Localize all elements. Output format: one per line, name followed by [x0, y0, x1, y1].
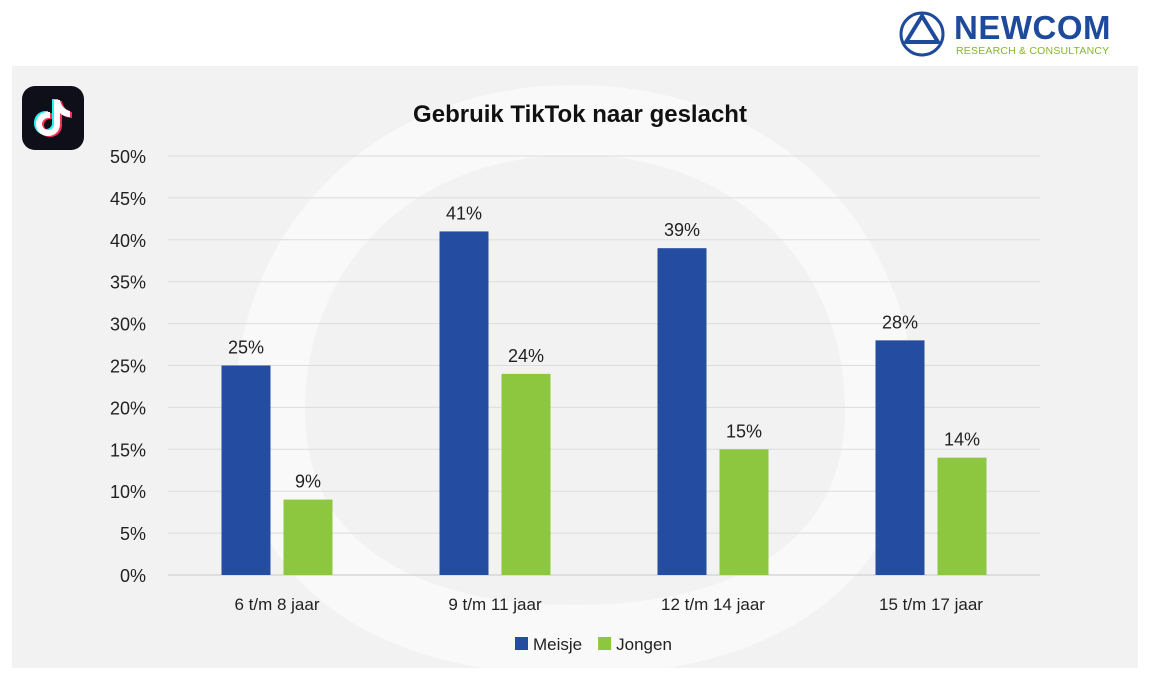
legend: Meisje Jongen	[515, 635, 672, 654]
legend-label: Meisje	[533, 635, 582, 654]
bar-meisje	[439, 231, 489, 576]
y-tick-label: 10%	[110, 482, 146, 502]
bar-meisje	[221, 365, 271, 575]
newcom-logo-icon	[899, 11, 945, 57]
bar-jongen	[719, 449, 769, 575]
y-tick-label: 5%	[120, 524, 146, 544]
bars	[221, 231, 987, 576]
data-label: 28%	[882, 312, 918, 332]
tiktok-icon	[22, 86, 84, 150]
x-tick-label: 15 t/m 17 jaar	[879, 595, 983, 614]
data-label: 39%	[664, 220, 700, 240]
bar-meisje	[657, 248, 707, 575]
legend-label: Jongen	[616, 635, 672, 654]
x-tick-label: 9 t/m 11 jaar	[448, 595, 542, 614]
bar-jongen	[937, 457, 987, 575]
data-label: 25%	[228, 338, 264, 358]
brand-tagline: RESEARCH & CONSULTANCY	[956, 45, 1110, 57]
y-tick-label: 45%	[110, 189, 146, 209]
y-tick-label: 35%	[110, 273, 146, 293]
data-label: 14%	[944, 430, 980, 450]
data-labels: 25% 9% 41% 24% 39% 15% 28% 14%	[228, 203, 980, 491]
legend-swatch	[598, 637, 612, 650]
bar-jongen	[501, 373, 551, 575]
y-tick-label: 40%	[110, 231, 146, 251]
x-axis: 6 t/m 8 jaar 9 t/m 11 jaar 12 t/m 14 jaar 1…	[234, 595, 983, 614]
x-tick-label: 6 t/m 8 jaar	[234, 595, 319, 614]
y-axis: 0% 5% 10% 15% 20% 25% 30% 35% 40% 45% 50%	[110, 147, 146, 586]
newcom-logo: NEWCOM RESEARCH & CONSULTANCY	[898, 8, 1138, 58]
bar-meisje	[875, 340, 925, 575]
y-tick-label: 50%	[110, 147, 146, 167]
y-tick-label: 25%	[110, 357, 146, 377]
x-tick-label: 12 t/m 14 jaar	[661, 595, 765, 614]
data-label: 9%	[295, 472, 321, 492]
y-tick-label: 30%	[110, 315, 146, 335]
legend-swatch	[515, 637, 528, 650]
data-label: 41%	[446, 203, 482, 223]
data-label: 15%	[726, 421, 762, 441]
watermark	[234, 84, 916, 676]
y-tick-label: 15%	[110, 440, 146, 460]
bar-jongen	[283, 499, 333, 575]
data-label: 24%	[508, 346, 544, 366]
chart-title: Gebruik TikTok naar geslacht	[413, 101, 747, 128]
brand-name: NEWCOM	[954, 9, 1111, 46]
y-tick-label: 20%	[110, 398, 146, 418]
y-tick-label: 0%	[120, 566, 146, 586]
